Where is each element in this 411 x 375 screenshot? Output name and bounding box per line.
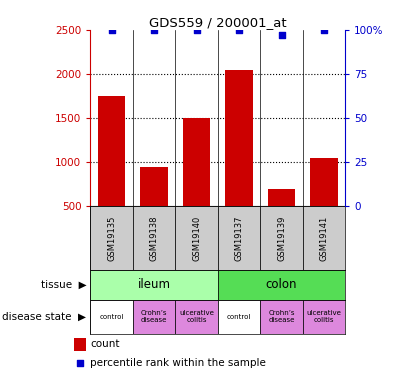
Point: [278, 32, 285, 38]
Text: colon: colon: [266, 279, 297, 291]
Bar: [90, 270, 218, 300]
Text: GSM19140: GSM19140: [192, 216, 201, 261]
Point: [77, 360, 83, 366]
Bar: [140, 166, 168, 206]
Text: Crohn’s
disease: Crohn’s disease: [268, 310, 295, 323]
Text: ulcerative
colitis: ulcerative colitis: [179, 310, 214, 323]
Text: GSM19137: GSM19137: [235, 215, 244, 261]
Bar: [218, 300, 260, 334]
Text: ileum: ileum: [138, 279, 171, 291]
Bar: [133, 300, 175, 334]
Point: [109, 27, 115, 33]
Bar: [98, 96, 125, 206]
Bar: [74, 338, 86, 351]
Bar: [310, 158, 338, 206]
Bar: [260, 300, 303, 334]
Text: disease state  ▶: disease state ▶: [2, 312, 86, 322]
Bar: [90, 300, 133, 334]
Point: [236, 27, 242, 33]
Point: [321, 27, 327, 33]
Bar: [218, 206, 260, 270]
Bar: [260, 206, 303, 270]
Text: GSM19141: GSM19141: [319, 216, 328, 261]
Text: count: count: [90, 339, 120, 349]
Bar: [218, 270, 345, 300]
Bar: [175, 206, 218, 270]
Text: control: control: [99, 314, 124, 320]
Bar: [183, 118, 210, 206]
Text: GSM19138: GSM19138: [150, 215, 159, 261]
Point: [151, 27, 157, 33]
Text: tissue  ▶: tissue ▶: [41, 280, 86, 290]
Bar: [175, 300, 218, 334]
Text: control: control: [227, 314, 251, 320]
Bar: [90, 206, 133, 270]
Bar: [303, 206, 345, 270]
Bar: [268, 189, 296, 206]
Text: GSM19139: GSM19139: [277, 215, 286, 261]
Bar: [133, 206, 175, 270]
Bar: [303, 300, 345, 334]
Text: GSM19135: GSM19135: [107, 215, 116, 261]
Point: [193, 27, 200, 33]
Text: percentile rank within the sample: percentile rank within the sample: [90, 358, 266, 368]
Title: GDS559 / 200001_at: GDS559 / 200001_at: [149, 16, 286, 29]
Text: Crohn’s
disease: Crohn’s disease: [141, 310, 167, 323]
Text: ulcerative
colitis: ulcerative colitis: [307, 310, 342, 323]
Bar: [225, 70, 253, 206]
